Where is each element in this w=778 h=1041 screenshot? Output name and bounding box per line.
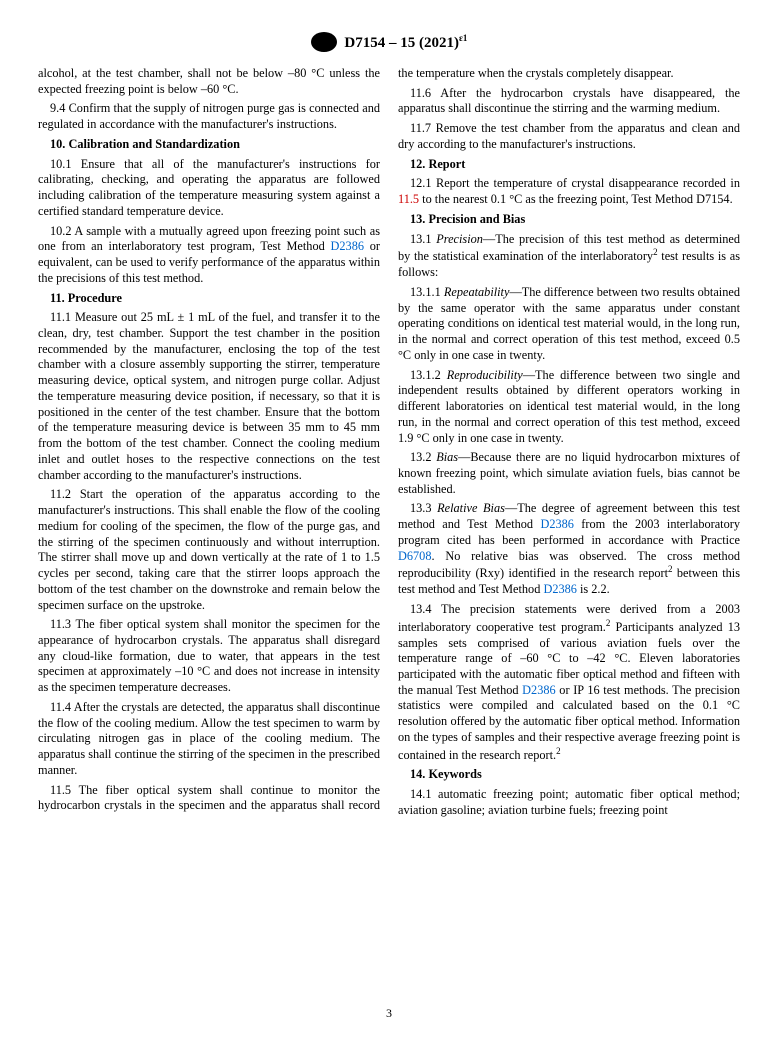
designation-text: D7154 – 15 (2021)ɛ1 — [344, 35, 467, 51]
para-13-2: 13.2 Bias—Because there are no liquid hy… — [398, 450, 740, 497]
para-9-4: 9.4 Confirm that the supply of nitrogen … — [38, 101, 380, 132]
para-alcohol-intro: alcohol, at the test chamber, shall not … — [38, 66, 380, 97]
link-d2386-3[interactable]: D2386 — [543, 582, 576, 596]
astm-logo-icon — [311, 32, 337, 52]
para-11-4: 11.4 After the crystals are detected, th… — [38, 700, 380, 779]
para-13-1-1: 13.1.1 Repeatability—The difference betw… — [398, 285, 740, 364]
page-number: 3 — [0, 1006, 778, 1021]
heading-13: 13. Precision and Bias — [398, 212, 740, 228]
para-13-1: 13.1 Precision—The precision of this tes… — [398, 232, 740, 281]
para-13-1-2: 13.1.2 Reproducibility—The difference be… — [398, 368, 740, 447]
document-page: D7154 – 15 (2021)ɛ1 alcohol, at the test… — [0, 0, 778, 1041]
para-13-3: 13.3 Relative Bias—The degree of agreeme… — [398, 501, 740, 598]
para-14-1: 14.1 automatic freezing point; automatic… — [398, 787, 740, 818]
link-d2386[interactable]: D2386 — [331, 239, 364, 253]
para-11-7: 11.7 Remove the test chamber from the ap… — [398, 121, 740, 152]
link-11-5[interactable]: 11.5 — [398, 192, 419, 206]
para-12-1: 12.1 Report the temperature of crystal d… — [398, 176, 740, 207]
para-10-1: 10.1 Ensure that all of the manufacturer… — [38, 157, 380, 220]
para-11-2: 11.2 Start the operation of the apparatu… — [38, 487, 380, 613]
link-d2386-4[interactable]: D2386 — [522, 683, 555, 697]
heading-11: 11. Procedure — [38, 291, 380, 307]
link-d2386-2[interactable]: D2386 — [540, 517, 573, 531]
para-10-2: 10.2 A sample with a mutually agreed upo… — [38, 224, 380, 287]
heading-12: 12. Report — [398, 157, 740, 173]
para-11-1: 11.1 Measure out 25 mL ± 1 mL of the fue… — [38, 310, 380, 483]
link-d6708[interactable]: D6708 — [398, 549, 431, 563]
para-11-3: 11.3 The fiber optical system shall moni… — [38, 617, 380, 696]
heading-10: 10. Calibration and Standardization — [38, 137, 380, 153]
page-header: D7154 – 15 (2021)ɛ1 — [38, 32, 740, 52]
heading-14: 14. Keywords — [398, 767, 740, 783]
para-13-4: 13.4 The precision statements were deriv… — [398, 602, 740, 764]
para-11-6: 11.6 After the hydrocarbon crystals have… — [398, 86, 740, 117]
two-column-body: alcohol, at the test chamber, shall not … — [38, 66, 740, 819]
